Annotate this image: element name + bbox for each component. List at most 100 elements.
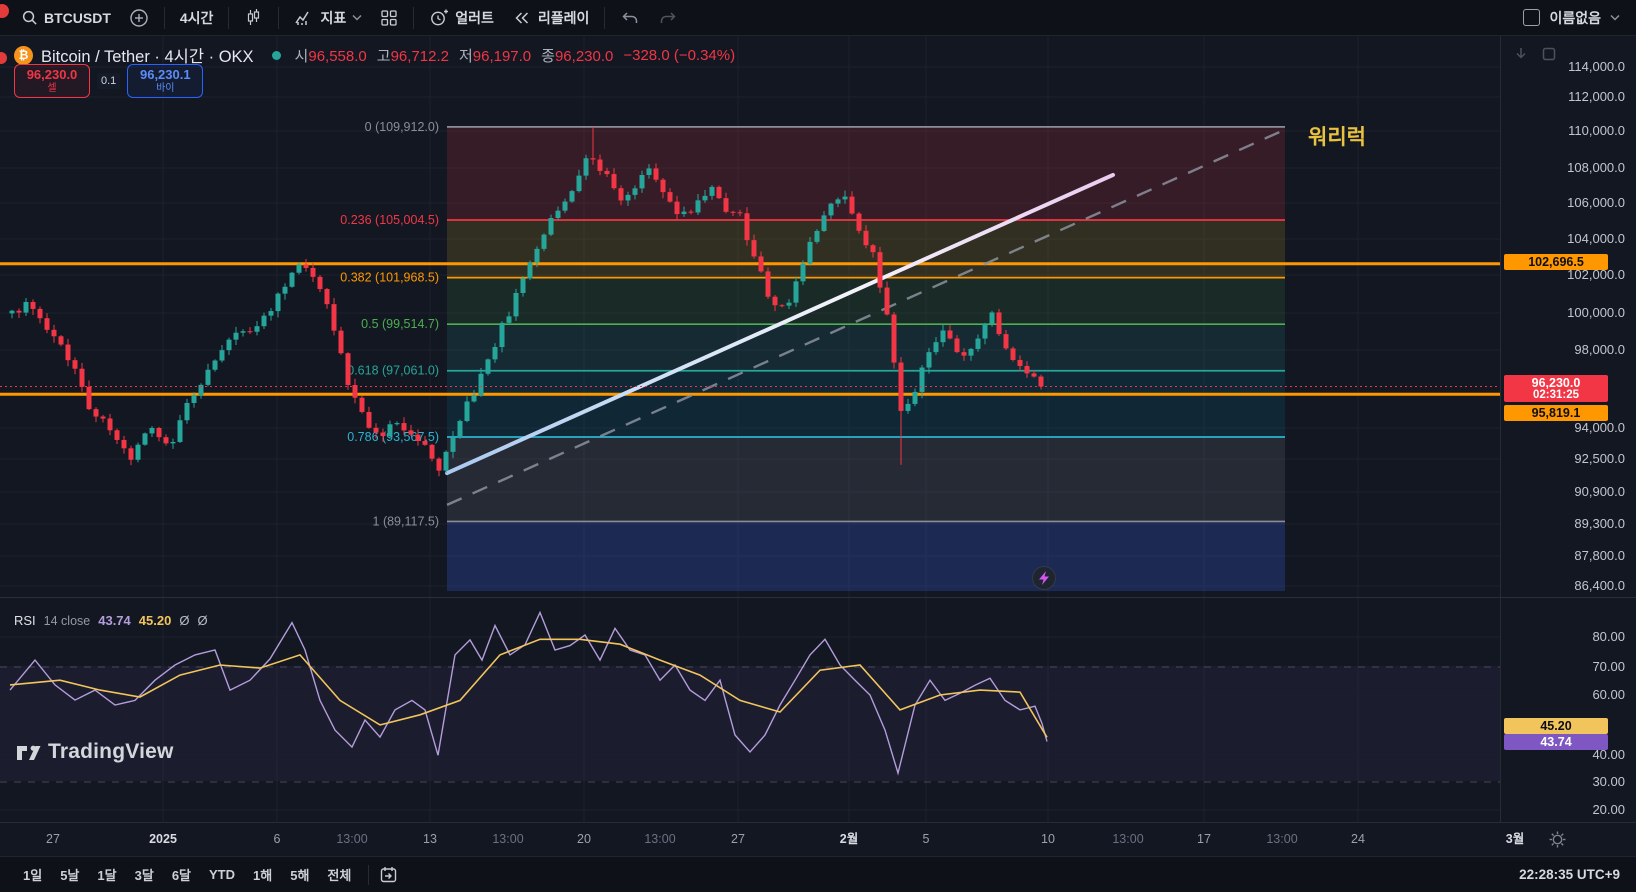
alert-button[interactable]: 얼러트	[420, 4, 503, 32]
replay-button[interactable]: 리플레이	[503, 4, 599, 32]
close-value: 96,230.0	[554, 47, 614, 65]
sell-price: 96,230.0	[26, 67, 78, 83]
clock[interactable]: 22:28:35 UTC+9	[1519, 867, 1620, 882]
plus-circle-icon	[130, 8, 148, 27]
range-button-1해[interactable]: 1해	[253, 868, 273, 883]
range-button-6달[interactable]: 6달	[171, 868, 192, 883]
candle-body	[744, 213, 750, 241]
undo-button[interactable]	[611, 4, 649, 32]
candle-body	[72, 360, 78, 369]
templates-button[interactable]	[371, 4, 407, 32]
candle-body	[681, 211, 687, 215]
candle-body	[541, 234, 547, 249]
session-settings-gear-icon[interactable]	[1548, 830, 1567, 849]
range-button-전체[interactable]: 전체	[327, 868, 352, 883]
symbol-search-button[interactable]: BTCUSDT	[12, 4, 120, 32]
chart-canvas[interactable]: 0 (109,912.0) 0.236 (105,004.5) 0.382 (101…	[0, 36, 1500, 822]
rsi-tick: 70.00	[1592, 659, 1625, 674]
change-value: −328.0 (−0.34%)	[623, 46, 736, 64]
candle-body	[345, 353, 351, 386]
buy-button[interactable]: 96,230.1 바이	[127, 64, 204, 98]
time-tick: 6	[273, 832, 281, 846]
candle-body	[114, 430, 120, 440]
price-tick: 108,000.0	[1567, 160, 1625, 175]
compare-button[interactable]	[120, 4, 158, 32]
time-axis[interactable]: 27 2025 6 13:00 13 13:00 20 13:00 27 2월 5 10 13:00 17…	[0, 822, 1636, 857]
rsi-ma-line[interactable]	[9, 638, 1048, 738]
candle-body	[58, 336, 64, 345]
trend-line-dashed[interactable]	[446, 129, 1283, 507]
search-icon	[22, 10, 37, 25]
candle-body	[506, 316, 512, 323]
maximize-pane-icon[interactable]	[1540, 45, 1558, 63]
open-label: 시	[294, 47, 309, 65]
candle-body	[415, 434, 421, 442]
high-value: 96,712.2	[390, 47, 449, 65]
candle-body	[884, 287, 890, 315]
range-button-YTD[interactable]: YTD	[209, 867, 236, 882]
layout-checkbox-icon[interactable]	[1523, 9, 1541, 26]
candle-body	[786, 302, 792, 306]
candle-body	[499, 322, 505, 348]
candle-body	[996, 312, 1002, 335]
candle-body	[513, 292, 519, 317]
candle-body	[632, 188, 638, 195]
redo-button[interactable]	[649, 4, 687, 32]
candle-body	[380, 432, 386, 437]
range-button-5해[interactable]: 5해	[290, 868, 310, 883]
scroll-down-icon[interactable]	[1512, 45, 1530, 63]
range-button-1달[interactable]: 1달	[97, 868, 117, 883]
rsi-eye-icon[interactable]: Ø	[179, 613, 190, 628]
price-tick: 86,400.0	[1574, 578, 1625, 593]
trend-line-solid[interactable]	[445, 172, 1115, 476]
toolbar-divider	[278, 6, 280, 29]
toolbar-divider	[228, 6, 230, 29]
bitcoin-logo-icon: ₿	[14, 45, 33, 65]
tradingview-logo[interactable]: TradingView	[16, 740, 174, 764]
chevron-down-icon[interactable]	[1610, 14, 1620, 21]
buy-label: 바이	[156, 82, 175, 94]
candle-body	[471, 395, 477, 402]
fib-label-0.618: 0.618 (97,061.0)	[347, 364, 439, 378]
indicators-button[interactable]: 지표	[285, 4, 371, 32]
range-button-3달[interactable]: 3달	[134, 868, 154, 883]
candle-body	[646, 168, 652, 176]
rsi-more-icon[interactable]: Ø	[197, 613, 208, 628]
candle-body	[289, 272, 295, 287]
candle-body	[814, 230, 820, 242]
market-status-icon[interactable]	[271, 50, 281, 60]
range-button-1일[interactable]: 1일	[23, 868, 43, 883]
candle-body	[128, 448, 134, 460]
rsi-title: RSI	[14, 613, 36, 628]
candle-body	[268, 311, 274, 316]
candle-body	[310, 267, 316, 277]
candle-body	[849, 196, 855, 214]
candle-body	[457, 420, 463, 438]
interval-button[interactable]: 4시간	[171, 4, 223, 32]
candle-body	[450, 437, 456, 452]
chart-title[interactable]: Bitcoin / Tether · 4시간 · OKX	[41, 48, 254, 66]
candlestick-icon	[248, 9, 260, 25]
rsi-line[interactable]	[9, 610, 1048, 776]
candle-body	[1024, 366, 1030, 374]
sell-button[interactable]: 96,230.0 셀	[14, 64, 90, 98]
price-tick: 90,900.0	[1574, 484, 1625, 499]
pane-separator[interactable]	[0, 597, 1636, 598]
chart-style-button[interactable]	[235, 4, 272, 32]
boost-lightning-button[interactable]	[1032, 566, 1056, 590]
text-drawing-annotation[interactable]: 워리럭	[1308, 126, 1366, 149]
candle-body	[37, 308, 43, 319]
candle-body	[548, 218, 554, 235]
range-button-5날[interactable]: 5날	[60, 868, 80, 883]
layout-name[interactable]: 이름없음	[1549, 9, 1601, 26]
toolbar-divider	[413, 6, 415, 29]
go-to-date-calendar-icon[interactable]	[379, 865, 398, 884]
time-tick: 27	[731, 832, 745, 846]
price-axis[interactable]: 114,000.0 112,000.0 110,000.0 108,000.0 106,…	[1500, 36, 1636, 822]
ray-price-label-2: 95,819.1	[1504, 405, 1608, 421]
tradingview-wordmark: TradingView	[48, 740, 174, 763]
recording-indicator-dot	[0, 4, 9, 18]
candle-body	[576, 175, 582, 192]
rsi-header[interactable]: RSI 14 close 43.74 45.20 Ø Ø	[14, 613, 208, 628]
candle-body	[520, 278, 526, 293]
